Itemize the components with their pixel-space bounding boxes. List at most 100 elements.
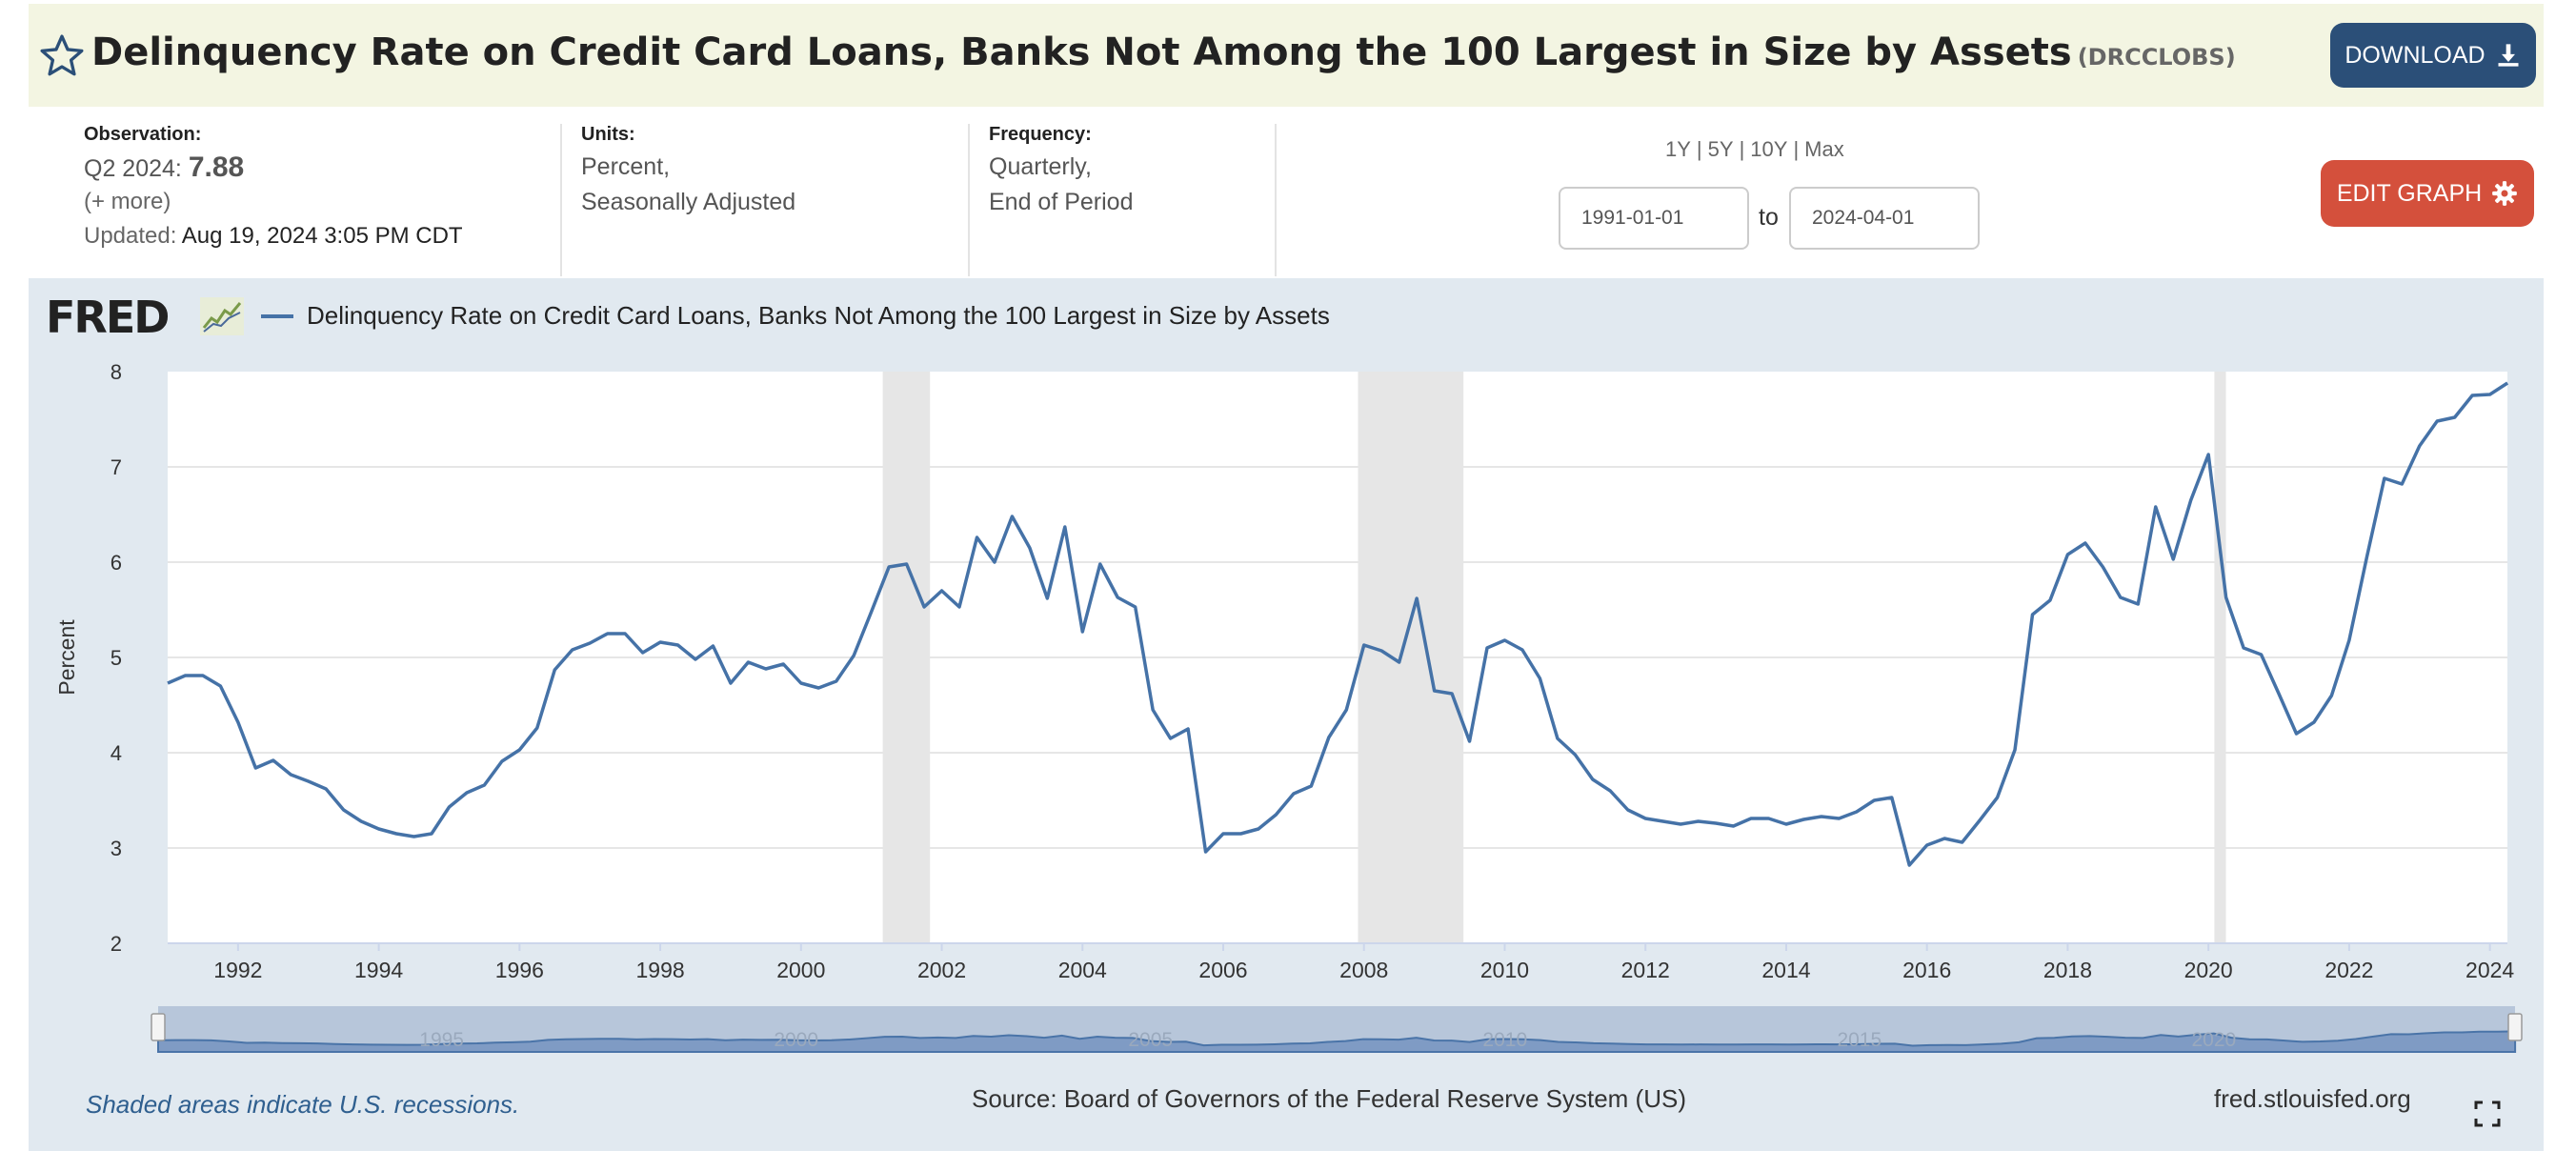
- range-5y[interactable]: 5Y: [1707, 137, 1734, 161]
- x-tick-label: 1992: [213, 958, 262, 982]
- data-point: [1147, 704, 1158, 716]
- line-chart[interactable]: 2 3 4 5 6 7 8 1992 1994 1996 1998 2000 2002 2004 2006 2…: [29, 278, 2544, 1151]
- data-point: [2466, 390, 2478, 401]
- star-outline-icon[interactable]: [38, 32, 86, 80]
- data-point: [760, 663, 772, 675]
- data-point: [1270, 809, 1281, 820]
- range-max[interactable]: Max: [1804, 137, 1844, 161]
- data-point: [1693, 816, 1704, 827]
- navigator-label: 2015: [1837, 1029, 1882, 1051]
- data-point: [1957, 837, 1968, 848]
- data-point: [2097, 561, 2108, 573]
- edit-graph-button[interactable]: EDIT GRAPH: [2321, 160, 2534, 227]
- data-point: [1886, 792, 1898, 803]
- frequency-line1: Quarterly,: [989, 153, 1092, 180]
- data-point: [2449, 412, 2461, 423]
- range-selector: 1Y | 5Y | 10Y | Max: [1665, 137, 1844, 161]
- edit-graph-label: EDIT GRAPH: [2336, 179, 2483, 207]
- site-link[interactable]: fred.stlouisfed.org: [2214, 1084, 2411, 1113]
- data-point: [549, 664, 560, 676]
- units-block: Units: Percent, Seasonally Adjusted: [581, 124, 795, 220]
- data-point: [2396, 478, 2407, 490]
- data-point: [1587, 774, 1599, 785]
- data-point: [2150, 501, 2162, 513]
- data-point: [1640, 813, 1651, 824]
- x-tick-label: 1996: [495, 958, 544, 982]
- x-tick-label: 2024: [2465, 958, 2514, 982]
- divider: [1275, 124, 1277, 276]
- header-bar: Delinquency Rate on Credit Card Loans, B…: [29, 4, 2544, 107]
- legend-label: Delinquency Rate on Credit Card Loans, B…: [307, 301, 1330, 330]
- range-10y[interactable]: 10Y: [1750, 137, 1788, 161]
- data-point: [2502, 377, 2513, 389]
- data-point: [883, 561, 895, 573]
- navigator-label: 2005: [1128, 1029, 1173, 1051]
- data-point: [1552, 733, 1563, 744]
- fullscreen-icon[interactable]: [2473, 1100, 2502, 1128]
- series-line: [167, 381, 2509, 867]
- frequency-block: Frequency: Quarterly, End of Period: [989, 124, 1134, 220]
- y-tick-label: 3: [111, 837, 122, 860]
- start-date-input[interactable]: 1991-01-01: [1559, 187, 1749, 250]
- end-date-input[interactable]: 2024-04-01: [1789, 187, 1980, 250]
- x-tick-label: 2016: [1902, 958, 1951, 982]
- navigator-label: 2020: [2192, 1029, 2237, 1051]
- navigator-label: 2000: [774, 1029, 818, 1051]
- data-point: [1517, 644, 1528, 656]
- updated-value: Aug 19, 2024 3:05 PM CDT: [181, 223, 463, 249]
- data-point: [250, 762, 261, 774]
- y-axis-label: Percent: [54, 619, 79, 696]
- y-tick-label: 8: [111, 360, 122, 384]
- updated-label: Updated:: [84, 223, 177, 249]
- legend-swatch: [261, 313, 293, 318]
- data-point: [971, 532, 982, 543]
- data-point: [742, 656, 754, 668]
- download-button[interactable]: DOWNLOAD: [2330, 23, 2536, 88]
- data-point: [690, 654, 701, 665]
- data-point: [338, 804, 350, 816]
- data-point: [2185, 495, 2197, 506]
- navigator-label: 2010: [1482, 1029, 1527, 1051]
- data-point: [831, 676, 842, 687]
- frequency-label: Frequency:: [989, 124, 1092, 145]
- data-point: [426, 828, 437, 839]
- data-point: [303, 776, 314, 787]
- data-point: [2044, 595, 2056, 606]
- range-1y[interactable]: 1Y: [1665, 137, 1691, 161]
- data-point: [1622, 804, 1634, 816]
- data-point: [619, 628, 631, 639]
- data-point: [1288, 788, 1299, 799]
- data-point: [162, 677, 173, 689]
- navigator-handle[interactable]: [2507, 1013, 2523, 1041]
- data-point: [214, 680, 226, 692]
- data-point: [584, 637, 595, 649]
- data-point: [2062, 549, 2073, 560]
- data-point: [355, 816, 367, 827]
- x-tick-label: 2014: [1761, 958, 1810, 982]
- data-point: [901, 558, 913, 570]
- x-tick-label: 2006: [1198, 958, 1247, 982]
- data-point: [954, 601, 965, 613]
- data-point: [443, 801, 454, 813]
- navigator-label: 1995: [419, 1029, 464, 1051]
- data-point: [2080, 537, 2091, 549]
- data-point: [461, 787, 473, 798]
- data-point: [2221, 592, 2232, 603]
- data-point: [1200, 846, 1212, 858]
- data-point: [2132, 598, 2143, 610]
- data-point: [918, 601, 930, 613]
- more-link[interactable]: (+ more): [84, 189, 171, 214]
- observation-value: 7.88: [188, 151, 245, 183]
- data-point: [989, 556, 1000, 568]
- navigator-handle[interactable]: [151, 1013, 166, 1041]
- frequency-line2: End of Period: [989, 189, 1134, 215]
- data-point: [1675, 818, 1686, 830]
- data-point: [707, 640, 718, 652]
- data-point: [1903, 859, 1915, 871]
- download-label: DOWNLOAD: [2345, 41, 2485, 69]
- x-tick-label: 2020: [2184, 958, 2233, 982]
- data-point: [567, 644, 578, 656]
- x-tick-label: 2022: [2324, 958, 2373, 982]
- data-point: [1218, 828, 1229, 839]
- divider: [968, 124, 970, 276]
